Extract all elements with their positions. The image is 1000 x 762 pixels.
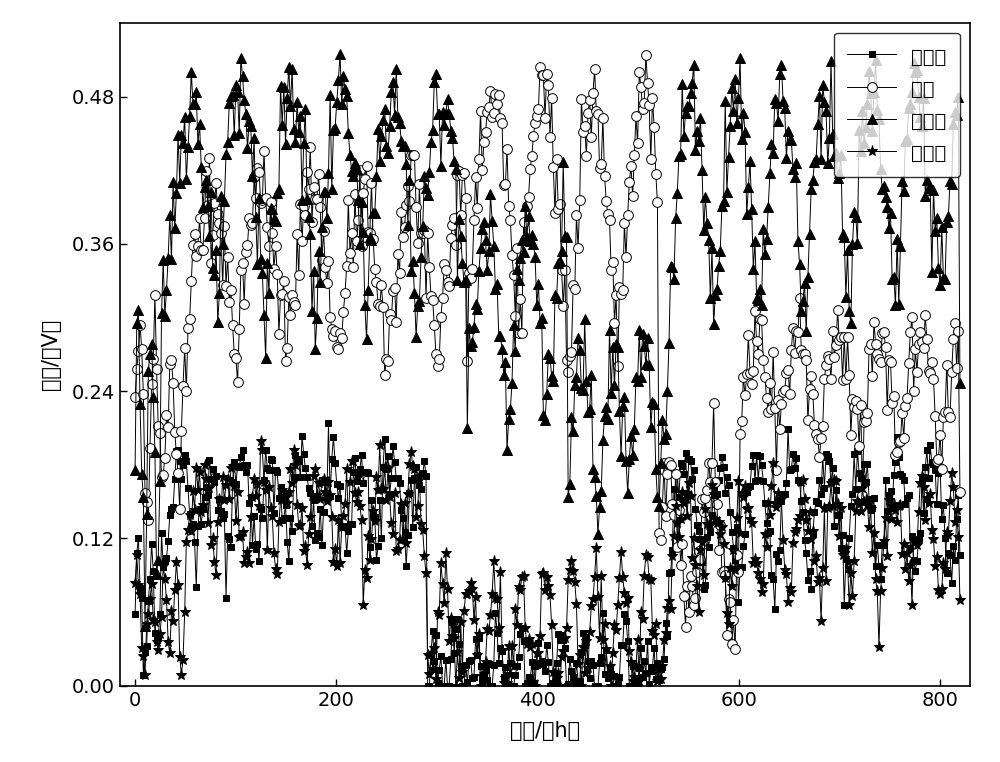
- Line: 硫化钗: 硫化钗: [130, 49, 965, 630]
- 硫化钗: [808, 158, 820, 167]
- 氰化钓: [529, 681, 541, 690]
- 硫化钗: [529, 253, 541, 262]
- 氯化锤: [954, 551, 966, 560]
- Line: 氯化锤: 氯化锤: [132, 420, 963, 690]
- 硫化钗: [524, 237, 536, 246]
- 苯酚: [937, 412, 949, 421]
- 硫化钗: [579, 315, 591, 324]
- 氰化钓: [579, 668, 591, 677]
- 氰化钓: [937, 559, 949, 568]
- Line: 氰化钓: 氰化钓: [130, 435, 965, 691]
- 硫化钗: [623, 454, 635, 463]
- 氯化锤: [808, 507, 820, 517]
- Line: 苯酚: 苯酚: [130, 50, 965, 654]
- 氰化钓: [808, 557, 820, 566]
- 氯化锤: [322, 419, 334, 428]
- 氰化钓: [954, 595, 966, 604]
- 苯酚: [729, 644, 741, 653]
- 氯化锤: [524, 677, 536, 686]
- 氯化锤: [937, 501, 949, 510]
- 氯化锤: [623, 681, 635, 690]
- 硫化钗: [139, 621, 151, 630]
- Y-axis label: 电压/（V）: 电压/（V）: [41, 319, 61, 390]
- 硫化钗: [129, 465, 141, 474]
- 苯酚: [129, 392, 141, 402]
- 硫化钗: [334, 50, 346, 59]
- 氰化钓: [129, 579, 141, 588]
- 苯酚: [954, 488, 966, 497]
- 苯酚: [640, 50, 652, 59]
- 苯酚: [808, 421, 820, 430]
- 氯化锤: [529, 662, 541, 671]
- X-axis label: 时间/（h）: 时间/（h）: [510, 721, 580, 741]
- 氰化钓: [524, 642, 536, 652]
- Legend: 氯化锤, 苯酚, 硫化钗, 氰化钓: 氯化锤, 苯酚, 硫化钗, 氰化钓: [834, 33, 960, 177]
- 氰化钓: [623, 647, 635, 656]
- 氯化锤: [422, 681, 434, 690]
- 氯化锤: [579, 640, 591, 649]
- 氰化钓: [255, 437, 267, 446]
- 苯酚: [620, 252, 632, 261]
- 苯酚: [575, 94, 587, 104]
- 硫化钗: [954, 378, 966, 387]
- 硫化钗: [937, 274, 949, 283]
- 氰化钓: [450, 681, 462, 690]
- 氯化锤: [129, 609, 141, 618]
- 苯酚: [526, 152, 538, 161]
- 苯酚: [521, 201, 533, 210]
